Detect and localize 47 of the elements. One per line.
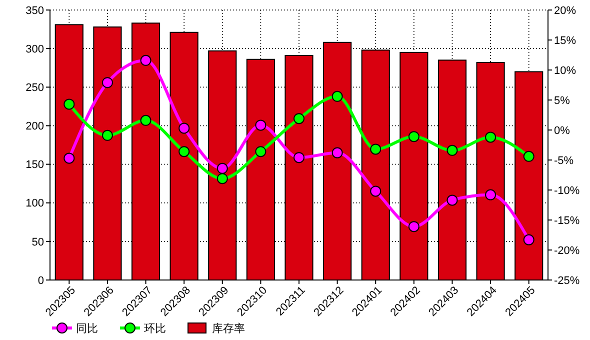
point	[102, 130, 113, 141]
point	[485, 132, 496, 143]
point	[178, 122, 190, 134]
point	[370, 186, 382, 197]
y2-tick-label: 5%	[554, 94, 570, 107]
point	[408, 221, 420, 232]
point	[523, 234, 534, 246]
y-tick-label: 300	[26, 43, 44, 56]
point	[216, 162, 228, 174]
y2-tick-label: 15%	[554, 34, 576, 47]
y2-tick-label: -10%	[554, 184, 580, 197]
point	[64, 152, 75, 164]
point	[332, 147, 343, 158]
y2-tick-label: -20%	[554, 244, 580, 257]
y-tick-label: 350	[26, 4, 44, 17]
y-tick-label: 150	[26, 159, 44, 172]
point	[178, 146, 190, 158]
point	[64, 98, 75, 110]
y-tick-label: 100	[26, 198, 44, 210]
y2-tick-label: -15%	[554, 214, 580, 227]
legend-label: 库存率	[212, 322, 245, 335]
y2-tick-label: -5%	[554, 154, 574, 167]
point	[523, 150, 534, 162]
point	[102, 77, 113, 88]
y-tick-label: 250	[26, 82, 44, 94]
point	[485, 189, 496, 200]
y2-tick-label: 0%	[554, 124, 570, 137]
y-tick-label: 50	[32, 236, 44, 248]
point	[255, 146, 266, 158]
point	[140, 54, 152, 66]
legend-label: 同比	[76, 322, 98, 335]
point	[294, 113, 304, 124]
point	[294, 152, 304, 164]
y2-tick-label: -25%	[554, 274, 580, 287]
y2-tick-label: 20%	[554, 4, 576, 17]
point	[140, 114, 152, 126]
point	[255, 120, 266, 131]
y2-tick-label: 10%	[554, 64, 576, 77]
point	[216, 173, 228, 184]
y-tick-label: 200	[26, 120, 44, 133]
legend-label: 环比	[144, 322, 166, 335]
point	[332, 90, 343, 102]
point	[446, 194, 458, 206]
point	[408, 131, 420, 142]
point	[446, 144, 458, 156]
point	[370, 144, 382, 155]
y-tick-label: 0	[38, 274, 44, 287]
